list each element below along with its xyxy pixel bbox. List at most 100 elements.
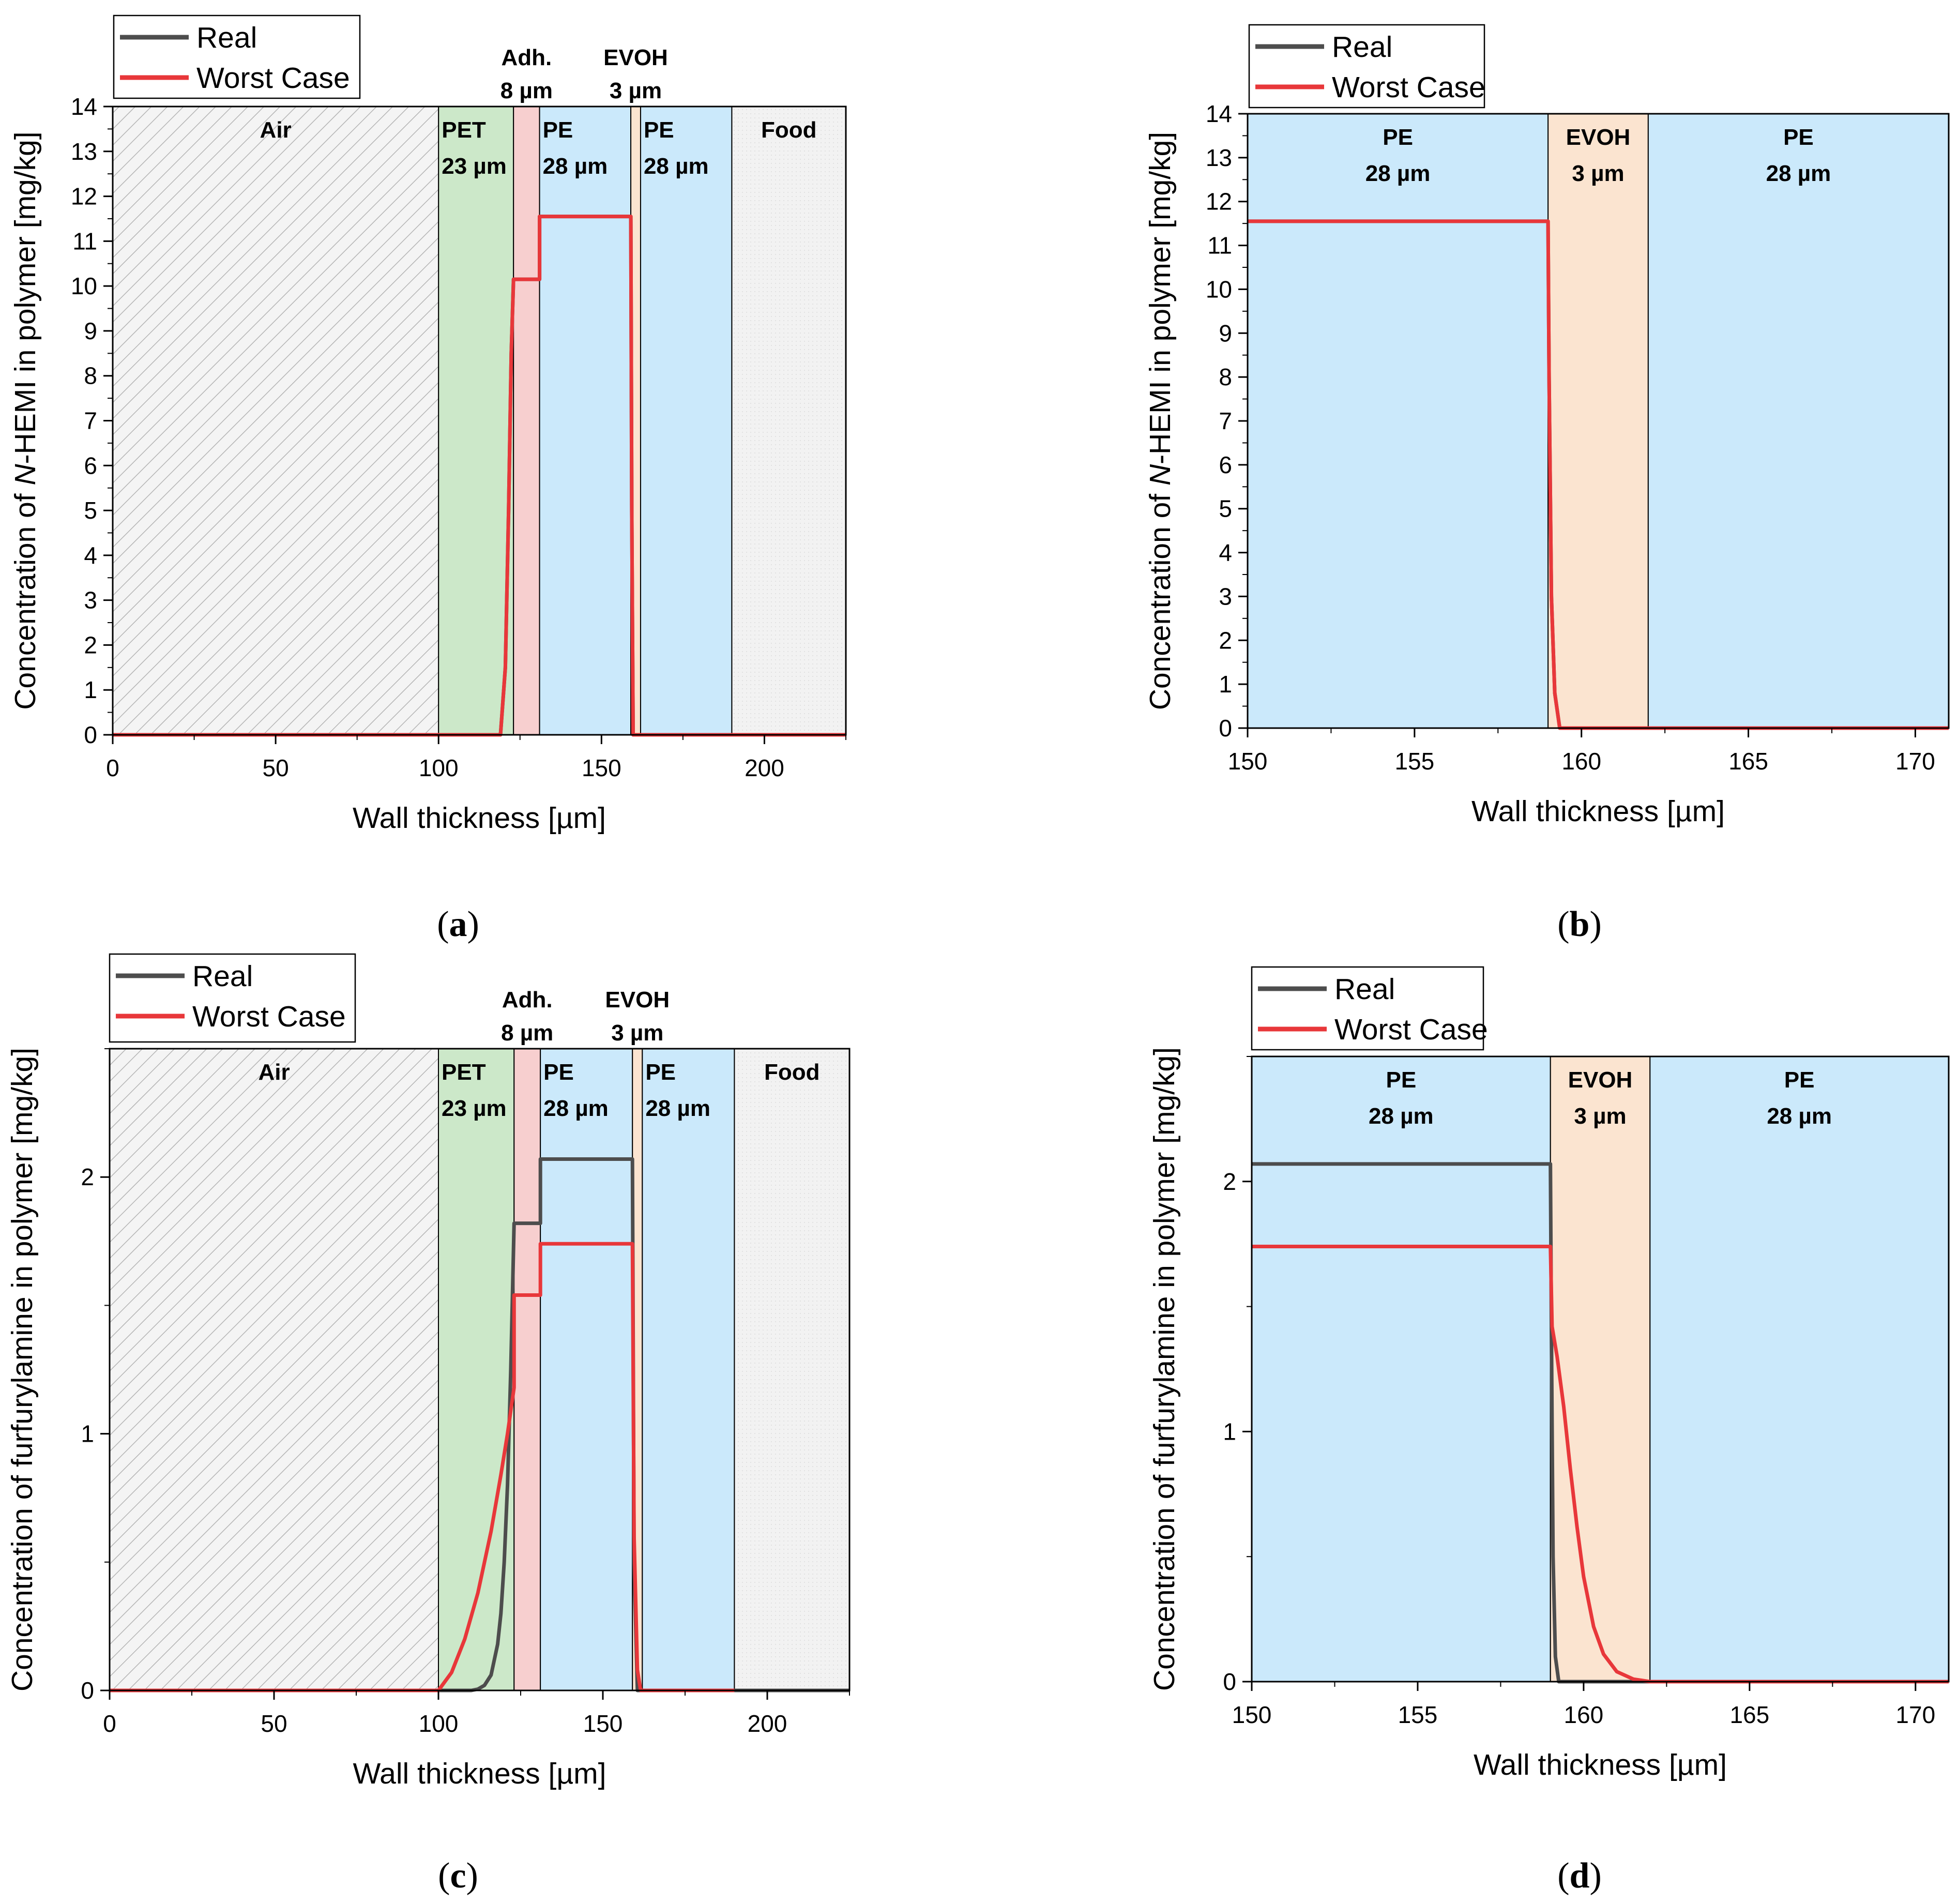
- layer-label-thickness: 28 µm: [1766, 161, 1831, 186]
- legend-box: [1251, 966, 1484, 1051]
- legend-box: [113, 14, 361, 99]
- layer-label-name: Food: [764, 1060, 820, 1085]
- layer-band-air: [109, 1048, 439, 1691]
- y-tick-label: 0: [1219, 715, 1232, 742]
- layer-label-thickness: 23 µm: [442, 1096, 507, 1121]
- y-tick-label: 2: [84, 631, 97, 658]
- x-tick-label: 100: [419, 754, 459, 781]
- legend: Real Worst Case: [1248, 24, 1485, 109]
- legend: Real Worst Case: [109, 953, 356, 1043]
- layer-labels: Air PET 23 µm Adh. 8 µm PE 28 µm EVOH 3 µm PE 28 µ…: [258, 987, 819, 1121]
- x-tick-label: 150: [1232, 1701, 1272, 1728]
- x-axis-title: Wall thickness [µm]: [353, 1757, 606, 1790]
- layer-band-evoh: [1550, 1056, 1651, 1682]
- layer-bands: [1247, 113, 1950, 729]
- layer-label-name: Air: [258, 1060, 290, 1085]
- y-tick-label: 1: [1219, 671, 1232, 698]
- layer-labels: PE 28 µm EVOH 3 µm PE 28 µm: [1365, 125, 1831, 186]
- layer-band-pe: [1649, 1056, 1949, 1682]
- layer-band-pe: [539, 106, 632, 735]
- layer-labels: Air PET 23 µm Adh. 8 µm PE 28 µm EVOH 3 µm PE 28 µ…: [260, 45, 817, 179]
- y-tick-label: 4: [1219, 539, 1232, 566]
- layer-label-thickness: 28 µm: [543, 154, 608, 179]
- y-axis-title: Concentration of N-HEMI in polymer [mg/k…: [1144, 132, 1177, 710]
- layer-band-evoh: [1547, 113, 1649, 729]
- x-tick-label: 155: [1394, 748, 1434, 775]
- y-tick-label: 4: [84, 542, 97, 569]
- layer-band-pe: [1647, 113, 1950, 729]
- legend-label: Real: [1334, 973, 1395, 1006]
- x-tick-label: 160: [1561, 748, 1601, 775]
- layer-bands: [1251, 1056, 1949, 1682]
- layer-label-name: EVOH: [1566, 125, 1631, 150]
- y-axis-title-prefix: Concentration of furfurylamine in polyme…: [1148, 1047, 1181, 1691]
- layer-band-pe: [642, 1048, 735, 1691]
- y-tick-label: 12: [71, 183, 97, 210]
- layer-label-thickness: 3 µm: [1574, 1104, 1626, 1129]
- x-tick-label: 150: [1228, 748, 1268, 775]
- layer-label-name: PE: [645, 1060, 676, 1085]
- x-tick-label: 0: [106, 754, 119, 781]
- layer-label-thickness: 8 µm: [501, 1020, 553, 1046]
- y-tick-label: 11: [72, 228, 97, 254]
- x-tick-label: 150: [582, 754, 621, 781]
- layer-label-name: Air: [260, 117, 292, 143]
- series-line-worst-case: [1252, 1245, 1949, 1684]
- y-tick-label: 6: [1219, 451, 1232, 478]
- panel-caption-letter: a: [449, 904, 467, 944]
- panel-caption: (d): [1557, 1856, 1602, 1896]
- y-tick-label: 0: [84, 721, 97, 748]
- panel-d: PE 28 µm EVOH 3 µm PE 28 µm 150 155 160 165 170 0 1 2…: [1148, 966, 1950, 1896]
- panel-caption-open: (: [438, 1856, 450, 1896]
- y-axis-title-prefix: Concentration of furfurylamine in polyme…: [6, 1048, 39, 1691]
- layer-labels: PE 28 µm EVOH 3 µm PE 28 µm: [1369, 1067, 1832, 1129]
- layer-label-name: Adh.: [501, 45, 552, 70]
- y-tick-label: 12: [1206, 188, 1232, 215]
- x-tick-label: 50: [261, 1710, 287, 1737]
- y-tick-label: 14: [1206, 100, 1232, 127]
- x-tick-label: 165: [1728, 748, 1768, 775]
- y-tick-label: 2: [1223, 1168, 1236, 1195]
- layer-label-name: PE: [543, 117, 573, 143]
- x-tick-label: 100: [419, 1710, 459, 1737]
- layer-label-name: EVOH: [605, 987, 670, 1013]
- series-line-worst-case: [110, 1242, 735, 1693]
- panel-caption-open: (: [1557, 904, 1569, 944]
- y-tick-label: 13: [1206, 144, 1232, 171]
- layer-band-pe: [1247, 113, 1549, 729]
- legend-label: Worst Case: [1332, 71, 1485, 104]
- layer-label-thickness: 28 µm: [1767, 1104, 1832, 1129]
- legend-label: Worst Case: [192, 1000, 346, 1033]
- y-tick-label: 5: [1219, 495, 1232, 522]
- layer-label-name: Food: [761, 117, 817, 143]
- layer-label-thickness: 28 µm: [644, 154, 709, 179]
- x-tick-label: 0: [103, 1710, 116, 1737]
- layer-label-thickness: 28 µm: [543, 1096, 609, 1121]
- plot-frame: [1251, 1055, 1950, 1683]
- layer-label-thickness: 3 µm: [1572, 161, 1624, 186]
- y-axis-title: Concentration of N-HEMI in polymer [mg/k…: [9, 131, 42, 709]
- legend-label: Real: [196, 21, 257, 54]
- y-tick-label: 1: [84, 676, 97, 703]
- y-tick-label: 0: [1223, 1668, 1236, 1695]
- y-axis-title-prefix: Concentration of: [1144, 486, 1177, 710]
- axis-ticks: 0 50 100 150 200 0 1 2: [81, 1048, 850, 1737]
- y-tick-label: 11: [1207, 232, 1232, 259]
- layer-band-food: [731, 106, 847, 735]
- y-tick-label: 1: [1223, 1418, 1236, 1445]
- y-tick-label: 10: [1206, 276, 1232, 303]
- panel-caption: (c): [438, 1856, 478, 1896]
- panel-caption-letter: c: [450, 1856, 466, 1896]
- layer-band-pe: [640, 106, 733, 735]
- legend-label: Worst Case: [1334, 1013, 1488, 1046]
- x-tick-label: 200: [748, 1710, 787, 1737]
- layer-label-thickness: 3 µm: [610, 78, 662, 103]
- y-axis-title-prefix: Concentration of: [9, 486, 42, 710]
- layer-label-name: PE: [1383, 125, 1413, 150]
- panel-caption: (a): [437, 904, 479, 944]
- layer-label-name: Adh.: [502, 987, 553, 1013]
- layer-band-food: [734, 1048, 851, 1691]
- legend-label: Worst Case: [196, 62, 350, 95]
